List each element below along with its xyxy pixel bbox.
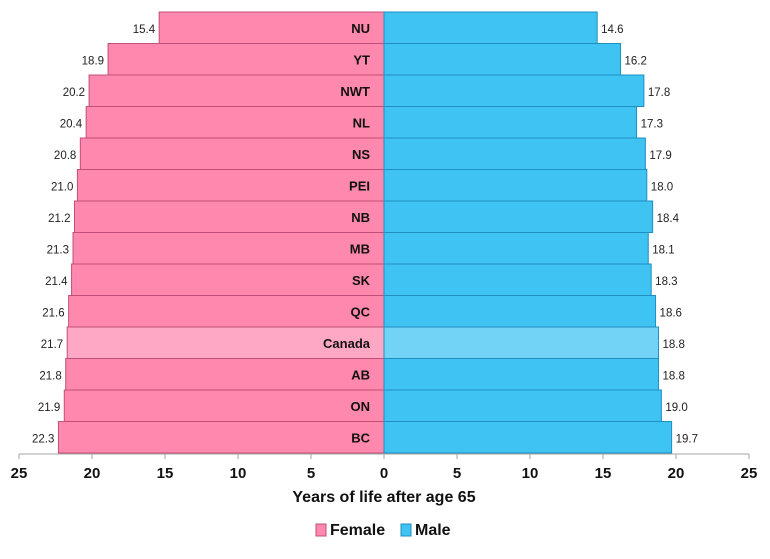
category-label: QC (351, 304, 371, 319)
data-label-male: 17.3 (641, 118, 663, 130)
category-label: NB (351, 210, 370, 225)
category-label: ON (351, 399, 371, 414)
x-tick-label: 20 (84, 465, 101, 482)
data-label-male: 18.8 (662, 339, 684, 351)
x-tick-label: 5 (453, 465, 461, 482)
data-label-male: 18.8 (662, 370, 684, 382)
data-label-male: 16.2 (625, 55, 647, 67)
category-label: MB (350, 241, 370, 256)
legend: Female Male (315, 522, 451, 539)
category-label: BC (351, 430, 370, 445)
data-label-female: 21.9 (38, 402, 60, 414)
x-axis-title: Years of life after age 65 (292, 489, 475, 506)
bar-male-qc (383, 295, 657, 328)
category-label: NU (351, 21, 370, 36)
category-label: SK (352, 273, 371, 288)
bar-female-mb (72, 232, 385, 265)
x-tick-label: 10 (522, 465, 539, 482)
data-label-female: 21.2 (48, 213, 70, 225)
data-label-female: 15.4 (133, 24, 156, 36)
data-label-female: 21.3 (47, 244, 69, 256)
category-label: Canada (323, 336, 371, 351)
bars-group: 15.4 14.6 NU 18.9 16.2 YT 20.2 17.8 NWT 20.4 17.3 N… (32, 11, 698, 454)
x-axis: 25 20 15 10 5 0 5 10 15 20 25 (11, 453, 758, 482)
data-label-female: 21.6 (42, 307, 64, 319)
category-label: PEI (349, 178, 370, 193)
data-label-male: 18.3 (655, 276, 677, 288)
bar-female-nwt (88, 74, 385, 107)
data-label-male: 17.8 (648, 87, 670, 99)
bar-male-nwt (383, 74, 645, 107)
legend-swatch-male (400, 523, 412, 537)
bar-female-sk (71, 263, 385, 296)
x-tick-label: 5 (307, 465, 315, 482)
legend-label-male: Male (415, 522, 451, 539)
bar-female-ab (65, 358, 385, 391)
data-label-male: 18.6 (660, 307, 682, 319)
data-label-female: 18.9 (82, 55, 104, 67)
bar-female-ns (79, 137, 385, 170)
bar-female-bc (57, 421, 385, 454)
bar-female-yt (107, 43, 385, 76)
bar-female-nu (158, 11, 385, 44)
bar-male-sk (383, 263, 652, 296)
bar-male-nu (383, 11, 598, 44)
bar-male-mb (383, 232, 649, 265)
legend-label-female: Female (330, 522, 385, 539)
bar-female-on (63, 389, 385, 422)
legend-swatch-female (315, 523, 327, 537)
bar-male-yt (383, 43, 622, 76)
category-label: NL (353, 115, 370, 130)
category-label: YT (353, 52, 370, 67)
data-label-female: 20.8 (54, 150, 76, 162)
data-label-female: 20.2 (63, 87, 85, 99)
data-label-female: 21.8 (39, 370, 61, 382)
data-label-male: 18.0 (651, 181, 673, 193)
data-label-male: 19.0 (665, 402, 687, 414)
data-label-male: 18.1 (652, 244, 674, 256)
x-tick-label: 25 (11, 465, 28, 482)
data-label-female: 21.4 (45, 276, 68, 288)
bar-male-ab (383, 358, 659, 391)
x-tick-label: 10 (230, 465, 247, 482)
bar-female-nl (85, 106, 385, 139)
bar-male-nb (383, 200, 654, 233)
bar-male-ns (383, 137, 646, 170)
x-tick-label: 15 (595, 465, 612, 482)
data-label-male: 19.7 (676, 433, 698, 445)
bar-female-qc (68, 295, 385, 328)
bar-female-nb (73, 200, 385, 233)
x-tick-label: 15 (157, 465, 174, 482)
data-label-male: 17.9 (649, 150, 671, 162)
x-tick-label: 20 (668, 465, 685, 482)
data-label-female: 22.3 (32, 433, 54, 445)
bar-female-pei (76, 169, 385, 202)
category-label: NWT (340, 84, 370, 99)
x-tick-label: 25 (741, 465, 758, 482)
category-label: AB (351, 367, 370, 382)
bar-male-bc (383, 421, 673, 454)
data-label-female: 20.4 (60, 118, 83, 130)
data-label-male: 14.6 (601, 24, 623, 36)
data-label-female: 21.0 (51, 181, 73, 193)
data-label-male: 18.4 (657, 213, 680, 225)
x-tick-label: 0 (380, 465, 388, 482)
bar-female-canada (66, 326, 385, 359)
bar-male-pei (383, 169, 648, 202)
data-label-female: 21.7 (41, 339, 63, 351)
bar-male-on (383, 389, 662, 422)
bar-male-canada (383, 326, 659, 359)
category-label: NS (352, 147, 370, 162)
bar-male-nl (383, 106, 638, 139)
